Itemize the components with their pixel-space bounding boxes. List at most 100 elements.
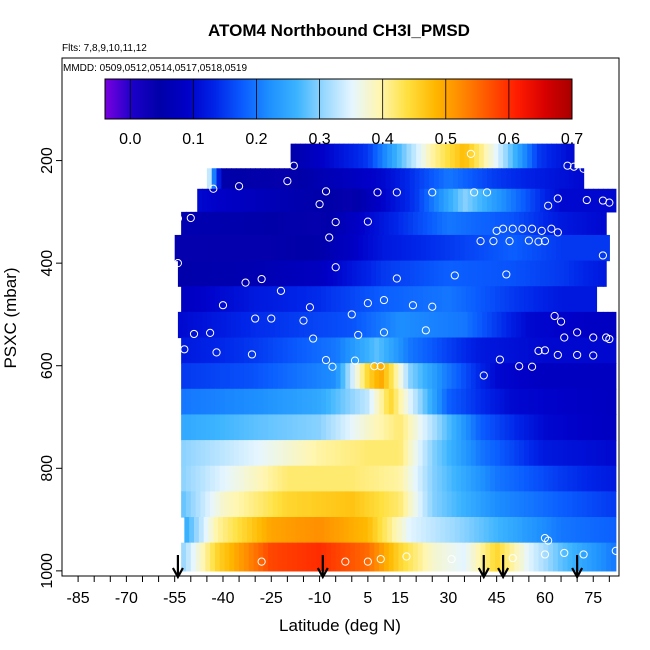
heatmap-cell [190, 388, 197, 416]
heatmap-cell [420, 517, 427, 544]
heatmap-cell [195, 542, 202, 572]
heatmap-cell [448, 168, 454, 190]
heatmap-cell [243, 211, 250, 236]
heatmap-cell [398, 363, 404, 390]
heatmap-cell [437, 337, 443, 364]
heatmap-cell [369, 286, 375, 313]
heatmap-cell [234, 363, 240, 390]
heatmap-cell [588, 188, 594, 213]
heatmap-cell [551, 143, 557, 169]
heatmap-cell [272, 465, 279, 492]
heatmap-cell [342, 168, 348, 190]
heatmap-cell [305, 143, 311, 169]
heatmap-cell [562, 414, 569, 441]
heatmap-cell [383, 414, 390, 441]
heatmap-cell [194, 234, 200, 262]
heatmap-cell [515, 188, 522, 213]
heatmap-cell [383, 491, 390, 518]
heatmap-cell [346, 260, 353, 287]
heatmap-cell [268, 286, 274, 313]
heatmap-cell [229, 211, 235, 236]
heatmap-cell [306, 211, 313, 236]
heatmap-cell [581, 363, 588, 390]
heatmap-cell [495, 465, 501, 492]
heatmap-cell [383, 388, 390, 416]
heatmap-cell [263, 491, 269, 518]
heatmap-cell [543, 491, 549, 518]
heatmap-cell [301, 465, 308, 492]
heatmap-cell [340, 542, 346, 572]
heatmap-cell [466, 211, 472, 236]
heatmap-cell [297, 388, 303, 416]
heatmap-cell [509, 542, 515, 572]
heatmap-cell [419, 188, 425, 213]
heatmap-cell [493, 143, 499, 169]
heatmap-cell [210, 491, 216, 518]
heatmap-cell [411, 517, 417, 544]
heatmap-cell [218, 234, 224, 262]
heatmap-cell [606, 491, 612, 518]
heatmap-cell [427, 286, 433, 313]
heatmap-cell [404, 260, 411, 287]
heatmap-cell [268, 363, 274, 390]
heatmap-cell [239, 465, 245, 492]
heatmap-cell [557, 286, 564, 313]
heatmap-cell [548, 211, 554, 236]
heatmap-cell [219, 337, 226, 364]
heatmap-cell [567, 363, 573, 390]
heatmap-cell [441, 337, 448, 364]
heatmap-cell [519, 465, 525, 492]
heatmap-cell [317, 311, 324, 339]
heatmap-cell [533, 542, 540, 572]
heatmap-cell [601, 542, 607, 572]
heatmap-cell [395, 188, 401, 213]
heatmap-cell [316, 337, 322, 364]
heatmap-cell [485, 440, 491, 467]
heatmap-cell [524, 465, 530, 492]
heatmap-cell [398, 491, 404, 518]
heatmap-cell [591, 388, 598, 416]
heatmap-cell [432, 286, 438, 313]
heatmap-cell [371, 188, 377, 213]
sample-point [321, 187, 331, 196]
heatmap-cell [441, 414, 448, 441]
heatmap-cell [258, 542, 264, 572]
heatmap-cell [297, 440, 303, 467]
heatmap-cell [461, 286, 467, 313]
heatmap-cell [340, 414, 346, 441]
heatmap-cell [354, 337, 361, 364]
heatmap-cell [496, 311, 503, 339]
heatmap-cell [499, 440, 506, 467]
heatmap-cell [311, 211, 317, 236]
heatmap-cell [464, 517, 470, 544]
heatmap-cell [456, 286, 462, 313]
heatmap-cell [509, 388, 515, 416]
heatmap-cell [369, 337, 375, 364]
heatmap-cell [181, 388, 187, 416]
heatmap-cell [203, 234, 210, 262]
heatmap-cell [591, 337, 598, 364]
dates-label: MMDD: 0509,0512,0514,0517,0518,0519 [63, 63, 247, 74]
heatmap-cell [350, 388, 356, 416]
heatmap-cell [524, 440, 530, 467]
heatmap-cell [606, 414, 612, 441]
heatmap-cell [258, 388, 264, 416]
heatmap-cell [379, 542, 385, 572]
heatmap-cell [345, 363, 351, 390]
heatmap-cell [255, 188, 261, 213]
heatmap-cell [543, 542, 549, 572]
heatmap-cell [591, 414, 598, 441]
heatmap-cell [546, 143, 552, 169]
heatmap-cell [522, 234, 528, 262]
heatmap-cell [190, 542, 197, 572]
heatmap-cell [475, 286, 482, 313]
heatmap-cell [601, 491, 607, 518]
heatmap-cell [490, 211, 496, 236]
heatmap-cell [374, 542, 380, 572]
heatmap-cell [379, 363, 385, 390]
heatmap-cell [340, 388, 346, 416]
heatmap-cell [451, 388, 458, 416]
y-tick-label: 800 [39, 455, 56, 482]
heatmap-cell [214, 440, 221, 467]
